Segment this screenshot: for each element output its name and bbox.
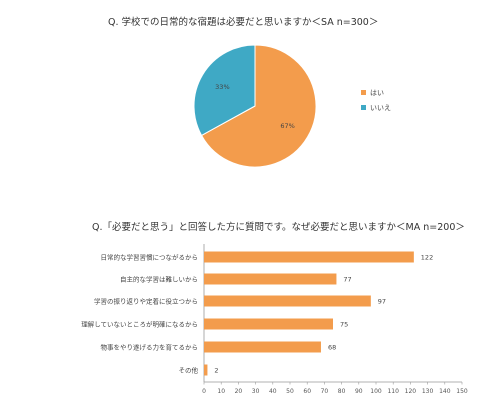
bar-value-label-0: 122	[421, 254, 433, 262]
category-label-3: 理解していないところが明確になるから	[81, 320, 198, 329]
bar-2	[204, 295, 371, 307]
category-label-4: 物事をやり遂げる力を育てるから	[101, 343, 199, 352]
x-tick-label-0: 0	[202, 388, 206, 395]
x-tick-label-15: 150	[456, 388, 468, 395]
x-tick-label-1: 10	[217, 388, 225, 395]
category-label-2: 学習の振り返りや定着に役立つから	[94, 297, 198, 306]
x-tick-label-10: 100	[370, 388, 382, 395]
x-tick-label-3: 30	[252, 388, 260, 395]
legend-label-1: いいえ	[370, 104, 391, 112]
category-label-1: 自主的な学習は難しいから	[120, 275, 198, 284]
bar-value-label-3: 75	[340, 321, 348, 329]
category-label-0: 日常的な学習習慣につながるから	[101, 253, 199, 262]
bar-5	[204, 364, 208, 376]
x-tick-label-14: 140	[439, 388, 451, 395]
x-tick-label-9: 90	[355, 388, 363, 395]
bar-3	[204, 318, 333, 330]
pie-slice-label-1: 33%	[215, 83, 229, 91]
x-tick-label-4: 40	[269, 388, 277, 395]
bar-value-label-4: 68	[328, 344, 336, 352]
legend-swatch-0	[361, 90, 366, 95]
bar-value-label-1: 77	[343, 276, 351, 284]
legend-label-0: はい	[370, 89, 384, 97]
x-tick-label-5: 50	[286, 388, 294, 395]
bar-value-label-2: 97	[378, 298, 386, 306]
category-label-5: その他	[179, 366, 199, 375]
bar-value-label-5: 2	[214, 367, 218, 375]
bar-chart-title: Q.「必要だと思う」と回答した方に質問です。なぜ必要だと思いますか＜MA n=2…	[92, 222, 465, 233]
x-tick-label-12: 120	[405, 388, 417, 395]
x-tick-label-11: 110	[387, 388, 399, 395]
x-tick-label-6: 60	[303, 388, 311, 395]
pie-chart-title: Q. 学校での日常的な宿題は必要だと思いますか＜SA n=300＞	[108, 17, 379, 28]
x-tick-label-8: 80	[338, 388, 346, 395]
legend-swatch-1	[361, 105, 366, 110]
pie-slice-1	[193, 44, 256, 137]
pie-slice-label-0: 67%	[280, 122, 294, 130]
bar-0	[204, 251, 414, 263]
bar-4	[204, 341, 321, 353]
bar-1	[204, 273, 337, 285]
pie-slice-0	[200, 44, 317, 168]
x-tick-label-13: 130	[422, 388, 434, 395]
x-tick-label-2: 20	[235, 388, 243, 395]
x-tick-label-7: 70	[321, 388, 329, 395]
